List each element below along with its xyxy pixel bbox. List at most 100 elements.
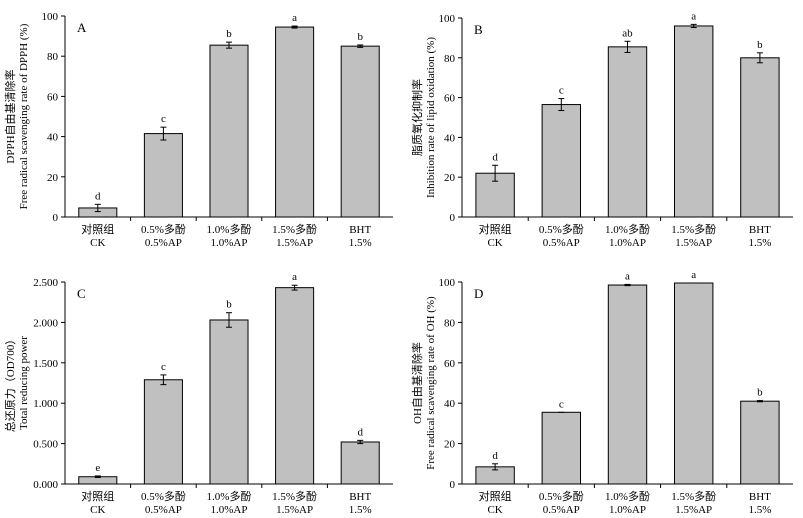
y-tick-label: 0: [450, 212, 456, 224]
bar: [541, 411, 581, 485]
x-category-label-cn: 1.0%多酚: [605, 489, 650, 503]
panel-label: A: [77, 20, 87, 35]
x-category-label-en: 0.5%AP: [145, 504, 182, 516]
y-tick-label: 40: [444, 132, 456, 144]
x-category-label-cn: BHT: [749, 224, 771, 236]
y-axis-title-en: Free radical scavenging rate of OH (%): [425, 296, 437, 470]
significance-label: e: [95, 462, 100, 474]
x-category-label-en: 1.5%AP: [675, 504, 712, 516]
x-category-label-en: CK: [90, 504, 105, 516]
bar: [143, 133, 183, 218]
y-tick-label: 1.500: [33, 358, 58, 370]
x-category-label-en: 1.0%AP: [609, 504, 646, 516]
x-category-label-cn: 对照组: [479, 222, 512, 236]
panel-label: D: [474, 286, 483, 301]
x-category-label-en: 1.0%AP: [211, 237, 248, 249]
x-category-label-cn: 1.5%多酚: [272, 222, 317, 236]
x-category-label-cn: BHT: [349, 224, 371, 236]
chart-panel-c: 0.000 0.500 1.000 1.500 2.000 2.500 C 总还原力（OD70…: [3, 271, 393, 516]
y-tick-label: 0.500: [33, 439, 58, 451]
x-category-label-cn: 1.0%多酚: [605, 222, 650, 236]
chart-panel-d: 0 20 40 60 80 100 D OH自由基清除率 Free radical scaven…: [410, 269, 793, 516]
x-category-label-en: 1.5%AP: [276, 237, 313, 249]
y-axis-title-cn: DPPH自由基清除率: [3, 69, 17, 163]
significance-label: b: [757, 39, 763, 51]
x-category-label-cn: 对照组: [479, 489, 512, 503]
y-tick-label: 0.000: [33, 479, 58, 491]
x-category-label-en: 1.0%AP: [609, 237, 646, 249]
significance-label: a: [691, 10, 696, 22]
bar: [275, 26, 315, 218]
significance-label: c: [161, 113, 166, 125]
significance-label: a: [292, 271, 297, 283]
significance-label: a: [625, 270, 630, 282]
x-category-label-en: 1.5%AP: [675, 237, 712, 249]
significance-label: c: [161, 361, 166, 373]
significance-label: ab: [622, 27, 633, 39]
x-category-label-cn: 1.0%多酚: [207, 222, 252, 236]
y-axis-title-cn: 总还原力（OD700）: [3, 334, 17, 432]
x-category-label-en: 0.5%AP: [543, 237, 580, 249]
y-tick-label: 40: [47, 132, 59, 144]
y-tick-label: 100: [42, 11, 59, 23]
bar: [740, 400, 780, 485]
bar: [607, 46, 648, 218]
significance-label: a: [691, 269, 696, 281]
x-category-label-en: CK: [487, 237, 502, 249]
x-category-label-en: 1.5%AP: [276, 504, 313, 516]
x-category-label-en: 1.5%: [349, 237, 372, 249]
bar: [340, 45, 380, 218]
panel-label: B: [474, 22, 483, 37]
x-category-label-cn: BHT: [749, 491, 771, 503]
significance-label: a: [292, 12, 297, 24]
y-tick-label: 20: [444, 439, 456, 451]
bar: [541, 104, 581, 218]
bar: [674, 282, 714, 485]
x-category-label-cn: 0.5%多酚: [141, 489, 186, 503]
y-tick-label: 0: [53, 212, 59, 224]
x-category-label-cn: 1.5%多酚: [272, 489, 317, 503]
significance-label: d: [95, 190, 101, 202]
x-category-label-cn: 0.5%多酚: [539, 489, 584, 503]
x-category-label-cn: 1.5%多酚: [671, 489, 716, 503]
x-category-label-cn: 0.5%多酚: [141, 222, 186, 236]
y-tick-label: 60: [444, 93, 456, 105]
x-category-label-en: 1.5%: [349, 504, 372, 516]
x-category-label-cn: 0.5%多酚: [539, 222, 584, 236]
significance-label: b: [226, 28, 232, 40]
bar: [275, 287, 315, 485]
bar: [740, 57, 780, 218]
chart-panel-a: 0 20 40 60 80 100 A DPPH自由基清除率 Free radical scav…: [3, 11, 393, 249]
significance-label: c: [559, 398, 564, 410]
y-tick-label: 60: [47, 91, 59, 103]
x-category-label-en: 1.5%: [748, 237, 771, 249]
x-category-label-en: 0.5%AP: [145, 237, 182, 249]
y-tick-label: 20: [444, 172, 456, 184]
y-tick-label: 80: [444, 317, 456, 329]
bar: [674, 25, 714, 218]
x-category-label-cn: 1.0%多酚: [207, 489, 252, 503]
y-tick-label: 1.000: [33, 398, 58, 410]
y-axis-title-cn: OH自由基清除率: [410, 342, 424, 424]
bar: [607, 284, 648, 485]
y-tick-label: 2.500: [33, 277, 58, 289]
bar: [340, 441, 380, 485]
x-category-label-en: CK: [487, 504, 502, 516]
x-category-label-en: 0.5%AP: [543, 504, 580, 516]
x-category-label-en: CK: [90, 237, 105, 249]
significance-label: d: [357, 426, 363, 438]
significance-label: b: [757, 387, 763, 399]
y-tick-label: 40: [444, 398, 456, 410]
y-tick-label: 0: [450, 479, 456, 491]
y-tick-label: 80: [444, 53, 456, 65]
x-category-label-cn: BHT: [349, 491, 371, 503]
y-axis-title-en: Inhibition rate of lipid oxidation (%): [425, 37, 437, 198]
chart-panel-b: 0 20 40 60 80 100 B 脂质氧化抑制率 Inhibition rate of l…: [410, 10, 793, 249]
significance-label: d: [492, 151, 498, 163]
bar: [209, 44, 249, 218]
x-category-label-cn: 1.5%多酚: [671, 222, 716, 236]
significance-label: b: [226, 299, 232, 311]
y-tick-label: 80: [47, 51, 59, 63]
significance-label: c: [559, 85, 564, 97]
